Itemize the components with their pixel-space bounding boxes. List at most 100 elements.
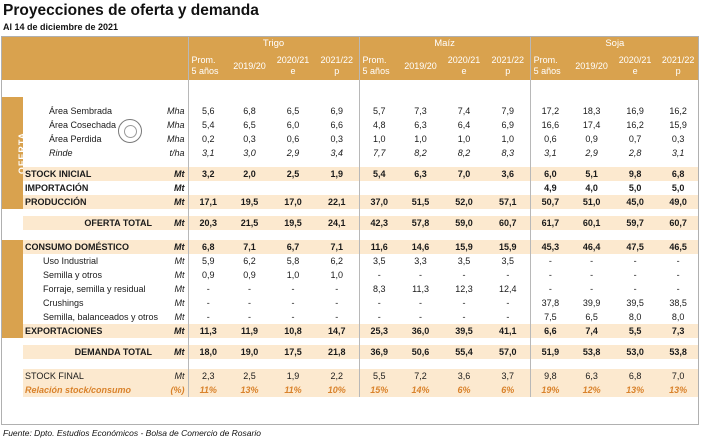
- value-sem_bal: -: [358, 310, 400, 324]
- value-export: 39,5: [442, 324, 487, 338]
- spacer: [271, 230, 315, 240]
- spacer: [442, 230, 486, 240]
- spacer: [442, 160, 486, 167]
- value-rinde: 3,1: [529, 146, 571, 160]
- value-oferta_tot: 61,7: [529, 216, 571, 230]
- value-stock_ini: 2,0: [228, 167, 271, 181]
- value-importacion: 5,0: [628, 183, 642, 193]
- spacer: [358, 209, 400, 216]
- value-oferta_tot: 60,7: [486, 216, 531, 230]
- spacer: [271, 359, 315, 369]
- spacer: [529, 97, 571, 104]
- value-produccion: 37,0: [358, 195, 400, 209]
- value-consumo: 6,7: [271, 240, 315, 254]
- unit-semilla: Mt: [174, 270, 185, 280]
- value-consumo: 6,8: [187, 240, 228, 254]
- spacer: [23, 160, 158, 167]
- spacer: [315, 97, 359, 104]
- spacer: [442, 338, 486, 345]
- value-crushings: -: [291, 298, 295, 308]
- spacer: [657, 80, 699, 87]
- spacer: [529, 80, 571, 87]
- value-produccion: 49,0: [657, 195, 700, 209]
- value-stock_ini: 7,0: [442, 167, 487, 181]
- unit-importacion: Mt: [174, 183, 185, 193]
- spacer: [486, 338, 530, 345]
- value-stock_fin: 7,0: [657, 369, 700, 383]
- value-oferta_tot: 24,1: [315, 216, 360, 230]
- spacer: [358, 230, 400, 240]
- value-stock_fin: 1,9: [271, 369, 315, 383]
- spacer: [613, 97, 657, 104]
- spacer: [158, 80, 188, 87]
- value-rinde: 3,1: [187, 146, 228, 160]
- value-uso_ind: -: [590, 256, 594, 266]
- value-importacion: [228, 181, 271, 195]
- row-label-rinde: Rinde: [49, 148, 73, 158]
- value-produccion: 19,5: [228, 195, 271, 209]
- value-sem_bal: 6,5: [585, 312, 598, 322]
- value-demanda_tot: 57,0: [486, 345, 531, 359]
- side-cell: [1, 383, 23, 397]
- spacer: [315, 80, 359, 87]
- column-header: 2019/20: [570, 52, 614, 80]
- column-header: 2019/20: [399, 52, 443, 80]
- spacer: [271, 80, 315, 87]
- header-blank: [1, 52, 23, 80]
- value-oferta_tot: 21,5: [228, 216, 271, 230]
- spacer: [271, 209, 315, 216]
- value-sembrada: 6,5: [286, 106, 300, 116]
- row-label-relacion: Relación stock/consumo: [23, 383, 158, 397]
- value-sem_bal: -: [506, 312, 510, 322]
- spacer: [657, 87, 699, 97]
- spacer: [486, 80, 530, 87]
- value-importacion: [486, 181, 530, 195]
- value-demanda_tot: 53,8: [570, 345, 614, 359]
- value-stock_fin: 2,2: [315, 369, 360, 383]
- value-consumo: 15,9: [486, 240, 531, 254]
- value-consumo: 11,6: [358, 240, 400, 254]
- value-stock_ini: 3,6: [486, 167, 531, 181]
- value-sembrada: 6,8: [243, 106, 256, 116]
- value-crushings: -: [419, 298, 423, 308]
- value-oferta_tot: 60,7: [657, 216, 700, 230]
- unit-forraje: Mt: [174, 284, 185, 294]
- spacer: [315, 359, 359, 369]
- spacer: [486, 209, 530, 216]
- spacer: [442, 80, 486, 87]
- value-oferta_tot: 60,1: [570, 216, 614, 230]
- value-demanda_tot: 53,8: [657, 345, 700, 359]
- spacer: [399, 97, 442, 104]
- value-forraje: -: [633, 284, 637, 294]
- value-cosechada: 6,4: [457, 120, 471, 130]
- value-consumo: 46,4: [570, 240, 614, 254]
- value-consumo: 46,5: [657, 240, 700, 254]
- value-demanda_tot: 50,6: [399, 345, 443, 359]
- value-cosechada: 16,6: [529, 118, 571, 132]
- value-crushings: 37,8: [529, 296, 571, 310]
- spacer: [271, 338, 315, 345]
- value-demanda_tot: 18,0: [187, 345, 228, 359]
- value-relacion: 14%: [399, 383, 443, 397]
- row-label-sem_bal: Semilla, balanceados y otros: [43, 312, 158, 322]
- value-crushings: -: [248, 298, 251, 308]
- spacer: [529, 209, 571, 216]
- value-relacion: 11%: [271, 383, 315, 397]
- spacer: [23, 97, 158, 104]
- value-produccion: 22,1: [315, 195, 360, 209]
- spacer: [657, 359, 699, 369]
- spacer: [187, 80, 228, 87]
- spacer: [570, 209, 613, 216]
- value-uso_ind: 3,3: [414, 256, 427, 266]
- unit-stock_ini: Mt: [158, 167, 188, 181]
- value-forraje: -: [248, 284, 251, 294]
- value-forraje: -: [187, 282, 228, 296]
- value-cosechada: 5,4: [187, 118, 228, 132]
- value-demanda_tot: 19,0: [228, 345, 271, 359]
- spacer: [570, 230, 613, 240]
- spacer: [158, 209, 188, 216]
- row-label-forraje: Forraje, semilla y residual: [43, 284, 146, 294]
- value-stock_ini: 1,9: [315, 167, 360, 181]
- value-semilla: -: [419, 270, 423, 280]
- value-sembrada: 6,9: [330, 106, 344, 116]
